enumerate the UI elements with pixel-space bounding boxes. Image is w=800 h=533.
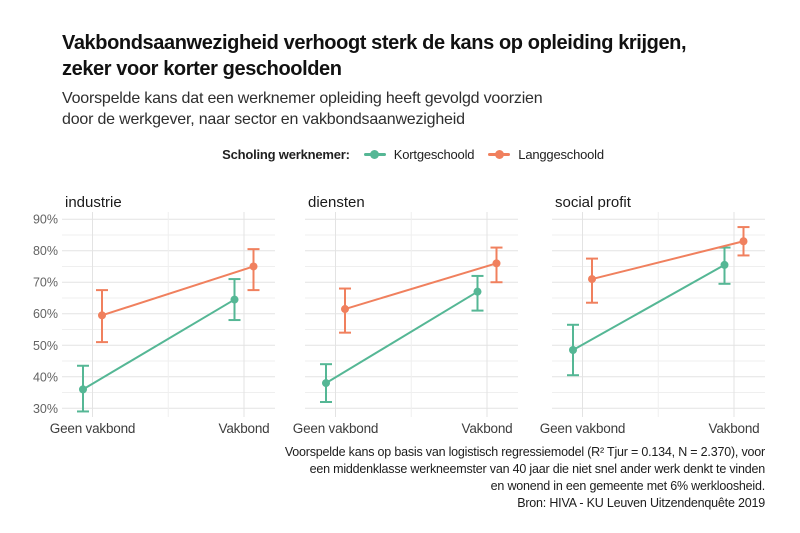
text-line: Vakbondsaanwezigheid verhoogt sterk de k… — [62, 32, 687, 54]
chart-title: Vakbondsaanwezigheid verhoogt sterk de k… — [62, 30, 687, 82]
line-point-marker-icon — [363, 148, 386, 162]
series-kortgeschoold — [320, 274, 484, 403]
y-tick-label: 90% — [33, 213, 58, 227]
x-tick-label: Vakbond — [709, 421, 760, 436]
data-point — [341, 305, 349, 314]
data-point — [79, 385, 87, 394]
data-point — [322, 379, 330, 388]
y-tick-label: 80% — [33, 244, 58, 258]
data-point — [492, 259, 501, 268]
y-tick-label: 30% — [33, 402, 58, 416]
trend-line — [82, 298, 236, 391]
x-tick-label: Geen vakbond — [293, 421, 378, 436]
facet-title: diensten — [308, 194, 365, 211]
facet-title: industrie — [65, 194, 122, 211]
data-point — [588, 275, 596, 284]
x-tick-label: Vakbond — [219, 421, 270, 436]
y-tick-label: 70% — [33, 276, 58, 290]
trend-line — [344, 262, 497, 310]
text-line: Voorspelde kans op basis van logistisch … — [284, 445, 765, 459]
trend-line — [591, 240, 744, 281]
series-langgeschoold — [586, 226, 750, 304]
series-langgeschoold — [96, 248, 260, 344]
data-point — [473, 287, 482, 296]
text-line: een middenklasse werkneemster van 40 jaa… — [309, 462, 766, 476]
data-point — [230, 295, 239, 304]
trend-line — [325, 290, 479, 384]
legend-item-kortgeschoold: Kortgeschoold — [363, 147, 475, 162]
data-point — [720, 260, 729, 269]
text-line: door de werkgever, naar sector en vakbon… — [62, 111, 465, 128]
trend-line — [101, 265, 254, 317]
x-tick-label: Geen vakbond — [50, 421, 135, 436]
text-line: Bron: HIVA - KU Leuven Uitzendenquête 20… — [517, 496, 765, 510]
data-point — [569, 345, 577, 354]
panel-social-profit: social profit Geen vakbond Vakbond — [540, 194, 765, 436]
x-tick-label: Geen vakbond — [540, 421, 625, 436]
legend-label: Kortgeschoold — [393, 147, 475, 162]
legend-label: Langgeschoold — [518, 147, 604, 162]
text-line: zeker voor korter geschoolden — [62, 58, 342, 80]
line-point-marker-icon — [488, 148, 511, 162]
x-tick-label: Vakbond — [462, 421, 513, 436]
panel-industrie: industrie Geen vakbond Vakbond — [50, 194, 275, 436]
chart-subtitle: Voorspelde kans dat een werknemer opleid… — [62, 88, 543, 130]
caption: Voorspelde kans op basis van logistisch … — [285, 444, 765, 512]
text-line: en wonend in een gemeente met 6% werkloo… — [490, 479, 766, 493]
series-langgeschoold — [339, 246, 503, 334]
faceted-pointrange-chart: industrie Geen vakbond Vakbond diensten Geen… — [33, 194, 765, 436]
text-line: Voorspelde kans dat een werknemer opleid… — [62, 90, 543, 107]
panel-diensten: diensten Geen vakbond Vakbond — [293, 194, 518, 436]
legend-item-langgeschoold: Langgeschoold — [488, 147, 604, 162]
facet-title: social profit — [555, 194, 632, 211]
y-tick-label: 40% — [33, 370, 58, 384]
series-kortgeschoold — [77, 278, 241, 413]
data-point — [249, 262, 258, 271]
data-point — [739, 237, 748, 246]
y-tick-label: 60% — [33, 307, 58, 321]
series-kortgeschoold — [567, 246, 731, 377]
legend-title: Scholing werknemer: — [222, 147, 350, 162]
legend: Scholing werknemer: Kortgeschoold Langge… — [0, 147, 800, 162]
y-tick-label: 50% — [33, 339, 58, 353]
data-point — [98, 311, 106, 320]
trend-line — [572, 264, 725, 351]
